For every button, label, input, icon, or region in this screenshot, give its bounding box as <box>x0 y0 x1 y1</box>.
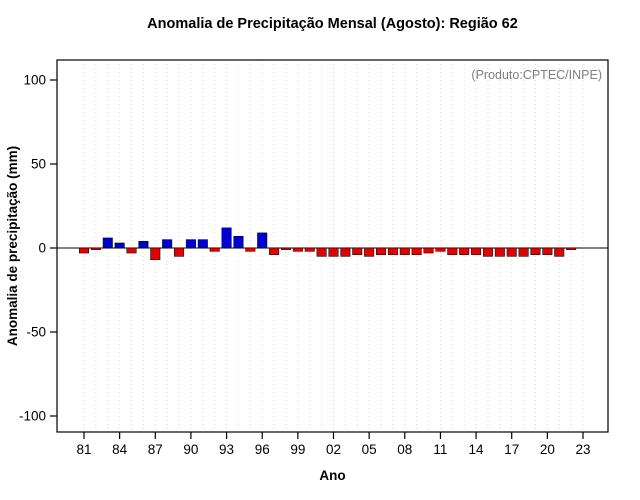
bar-1992 <box>209 247 220 252</box>
x-tick-label: 08 <box>397 442 412 457</box>
bar-2014 <box>471 247 482 255</box>
bar-1993 <box>221 227 232 249</box>
x-tick-label: 11 <box>433 442 447 457</box>
y-tick-label: 100 <box>23 73 46 88</box>
bar-2005 <box>364 247 375 257</box>
chart-title: Anomalia de Precipitação Mensal (Agosto)… <box>147 16 518 32</box>
bar-1998 <box>280 247 291 250</box>
bar-2017 <box>506 247 517 257</box>
bar-1991 <box>197 239 208 249</box>
bar-1987 <box>150 247 161 261</box>
y-tick-label: -50 <box>26 325 46 340</box>
bar-2003 <box>340 247 351 257</box>
bar-1982 <box>90 247 101 250</box>
bar-1995 <box>245 247 256 252</box>
bar-2004 <box>352 247 363 255</box>
bar-2020 <box>542 247 553 255</box>
x-tick-label: 23 <box>575 442 590 457</box>
y-tick-label: -100 <box>19 409 46 424</box>
x-tick-label: 17 <box>504 442 519 457</box>
bar-2010 <box>423 247 434 254</box>
bar-1986 <box>138 241 149 249</box>
bar-1983 <box>102 237 113 249</box>
bar-2018 <box>518 247 529 257</box>
x-tick-label: 87 <box>148 442 163 457</box>
bar-2007 <box>387 247 398 255</box>
bar-2013 <box>459 247 470 255</box>
x-tick-label: 96 <box>255 442 270 457</box>
x-tick-label: 02 <box>326 442 341 457</box>
bar-2021 <box>554 247 565 257</box>
y-axis-title: Anomalia de precipitação (mm) <box>5 145 20 347</box>
bar-1984 <box>114 242 125 249</box>
x-tick-label: 81 <box>76 442 91 457</box>
bar-2006 <box>376 247 387 255</box>
bar-1989 <box>174 247 185 257</box>
bar-1999 <box>292 247 303 252</box>
x-tick-label: 84 <box>112 442 128 457</box>
bar-2008 <box>399 247 410 255</box>
bar-1988 <box>162 239 173 249</box>
plot-border <box>56 59 609 433</box>
bar-1981 <box>79 247 89 254</box>
bar-2015 <box>482 247 493 257</box>
bar-2000 <box>304 247 315 252</box>
bar-2009 <box>411 247 422 255</box>
bar-1996 <box>257 232 268 249</box>
source-annotation: (Produto:CPTEC/INPE) <box>471 68 602 82</box>
y-tick-label: 0 <box>38 241 46 256</box>
x-tick-label: 93 <box>219 442 234 457</box>
bar-2019 <box>530 247 541 255</box>
bar-1985 <box>126 247 137 254</box>
x-tick-label: 05 <box>362 442 377 457</box>
bar-1990 <box>185 239 196 249</box>
x-tick-label: 90 <box>183 442 198 457</box>
bar-1997 <box>269 247 280 255</box>
bar-2011 <box>435 247 446 252</box>
y-tick-label: 50 <box>31 157 46 172</box>
bar-2016 <box>494 247 505 257</box>
bar-1994 <box>233 235 244 249</box>
x-tick-label: 20 <box>540 442 555 457</box>
bar-2022 <box>566 247 577 250</box>
x-tick-label: 99 <box>290 442 305 457</box>
bar-2001 <box>316 247 327 257</box>
bar-2002 <box>328 247 339 257</box>
x-tick-label: 14 <box>469 442 485 457</box>
bar-2012 <box>447 247 458 255</box>
x-axis-title: Ano <box>319 468 346 483</box>
